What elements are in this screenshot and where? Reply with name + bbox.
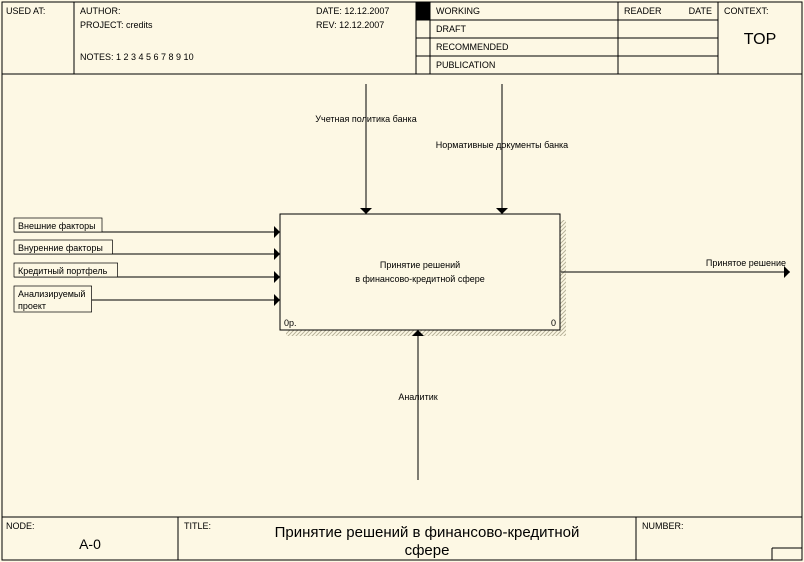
number-label: NUMBER: [642, 521, 684, 531]
title-value-2: сфере [405, 542, 450, 559]
node-label: NODE: [6, 521, 35, 531]
input-label-1: Внуренние факторы [18, 243, 103, 253]
rev-label: REV: 12.12.2007 [316, 20, 384, 30]
project-label: PROJECT: credits [80, 20, 153, 30]
output-label: Принятое решение [706, 258, 786, 268]
reader-label: READER [624, 6, 662, 16]
activity-corner-left: 0р. [284, 318, 297, 328]
input-label-3: Анализируемый [18, 289, 85, 299]
notes-label: NOTES: 1 2 3 4 5 6 7 8 9 10 [80, 52, 194, 62]
author-label: AUTHOR: [80, 6, 121, 16]
context-label: CONTEXT: [724, 6, 769, 16]
used-at-label: USED AT: [6, 6, 45, 16]
activity-title-2: в финансово-кредитной сфере [355, 274, 485, 284]
reader-date-label: DATE [689, 6, 712, 16]
status-recommended: RECOMMENDED [436, 42, 509, 52]
status-working: WORKING [436, 6, 480, 16]
input-label-0: Внешние факторы [18, 221, 96, 231]
status-marker-working [416, 2, 430, 20]
mechanism-label: Аналитик [398, 392, 437, 402]
date-label: DATE: 12.12.2007 [316, 6, 389, 16]
control-label-0: Учетная политика банка [315, 114, 416, 124]
input-label-2: Кредитный портфель [18, 266, 108, 276]
title-value-1: Принятие решений в финансово-кредитной [275, 524, 580, 541]
node-value: A-0 [79, 536, 101, 552]
activity-title-1: Принятие решений [380, 260, 460, 270]
status-publication: PUBLICATION [436, 60, 495, 70]
control-label-1: Нормативные документы банка [436, 140, 568, 150]
context-value: TOP [744, 31, 777, 48]
status-draft: DRAFT [436, 24, 466, 34]
activity-box [280, 214, 560, 330]
activity-corner-right: 0 [551, 318, 556, 328]
input-label-3-2: проект [18, 301, 46, 311]
title-label: TITLE: [184, 521, 211, 531]
